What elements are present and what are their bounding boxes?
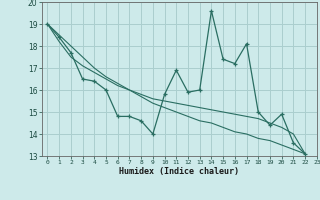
X-axis label: Humidex (Indice chaleur): Humidex (Indice chaleur) xyxy=(119,167,239,176)
